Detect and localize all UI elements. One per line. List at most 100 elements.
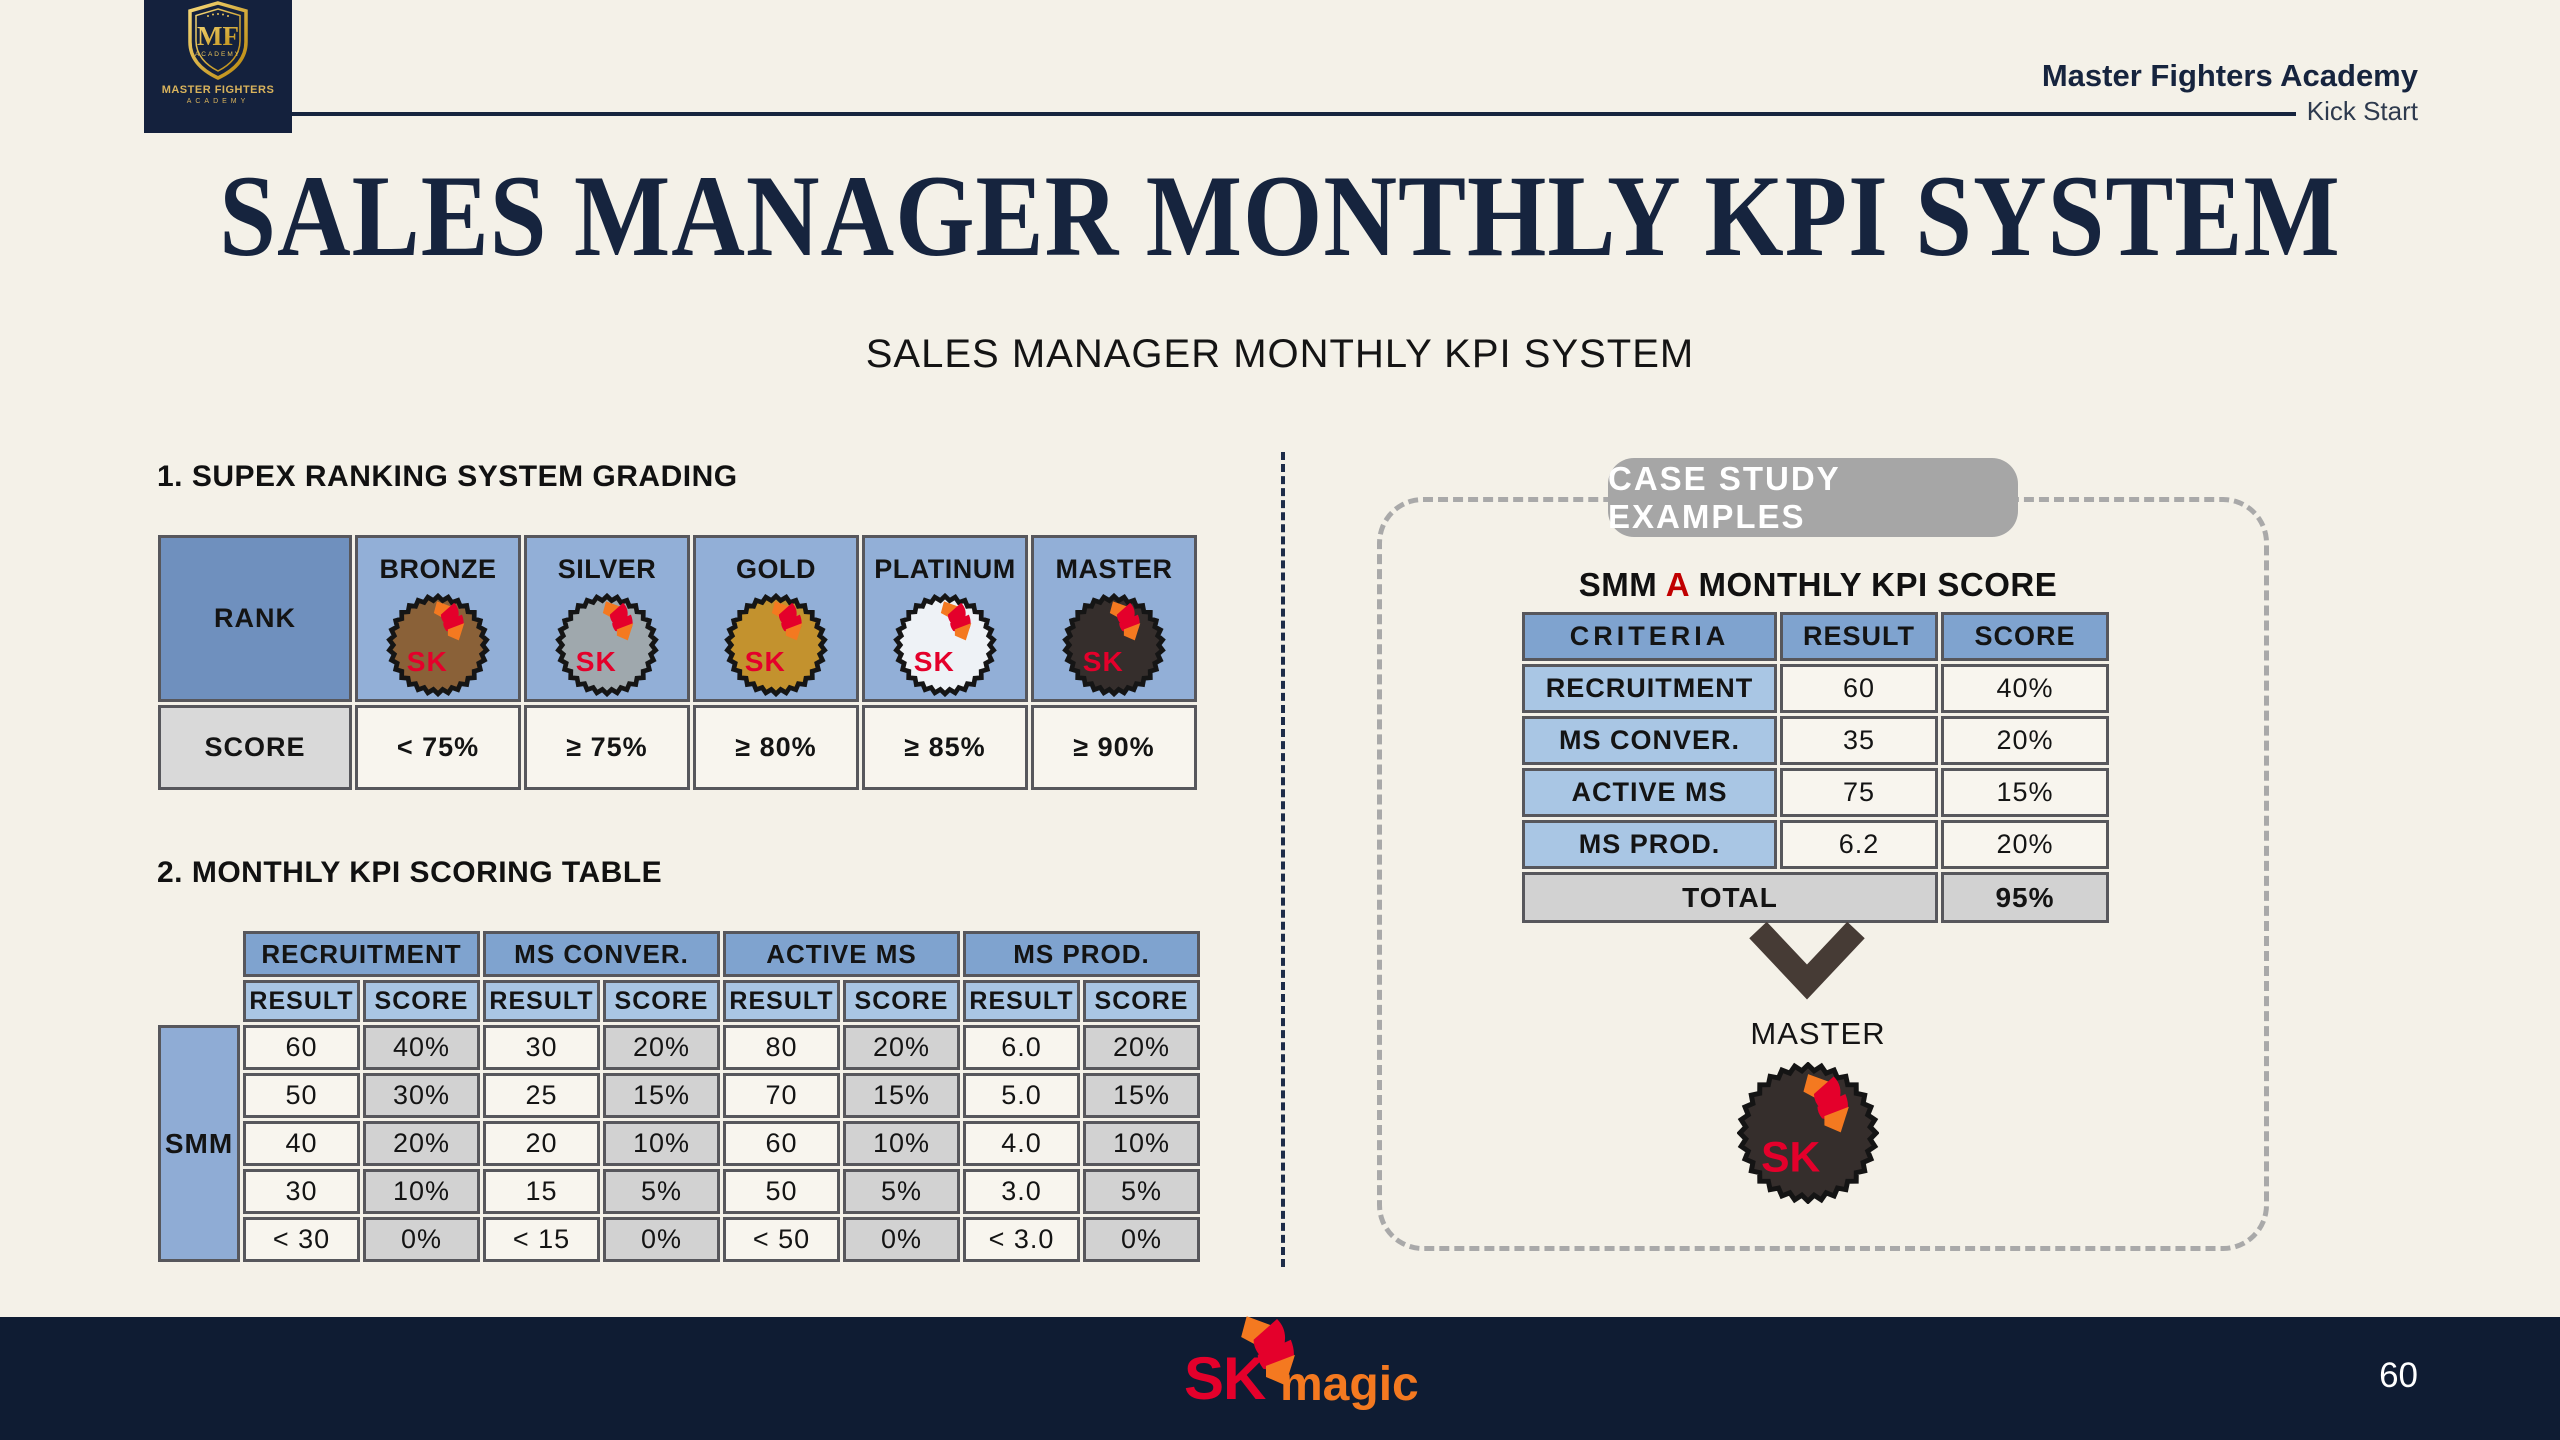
rank-column-silver: SILVER SK: [524, 535, 690, 702]
kpi-cell: 5%: [843, 1169, 960, 1214]
smm-row-label: SMM: [158, 1025, 240, 1262]
kpi-cell: 50: [243, 1073, 360, 1118]
kpi-cell: 30: [243, 1169, 360, 1214]
score-bronze: < 75%: [355, 705, 521, 790]
kpi-cell: 30: [483, 1025, 600, 1070]
case-title-post: MONTHLY KPI SCORE: [1688, 566, 2058, 603]
header-logo: MF ACADEMY MASTER FIGHTERS ACADEMY: [144, 0, 292, 133]
kpi-scoring-table: RECRUITMENT MS CONVER. ACTIVE MS MS PROD…: [158, 931, 1200, 1262]
case-study-table: CRITERIA RESULT SCORE RECRUITMENT 60 40%…: [1522, 612, 2109, 923]
kpi-cell: 30%: [363, 1073, 480, 1118]
svg-text:ACADEMY: ACADEMY: [195, 51, 241, 58]
group-header-active-ms: ACTIVE MS: [723, 931, 960, 977]
score-row-label: SCORE: [158, 705, 352, 790]
kpi-table-spacer: [158, 931, 240, 1022]
case-title-highlight: A: [1665, 566, 1689, 603]
kpi-cell: 15%: [843, 1073, 960, 1118]
logo-name: MASTER FIGHTERS: [161, 84, 275, 96]
kpi-cell: 20%: [843, 1025, 960, 1070]
kpi-cell: < 30: [243, 1217, 360, 1262]
section-divider: [1281, 452, 1285, 1267]
medal-platinum-icon: SK: [893, 593, 997, 697]
svg-text:SK: SK: [914, 646, 955, 677]
case-result: 6.2: [1780, 820, 1938, 869]
subheader-result: RESULT: [723, 980, 840, 1022]
case-score: 20%: [1941, 820, 2109, 869]
score-platinum: ≥ 85%: [862, 705, 1028, 790]
kpi-cell: 20: [483, 1121, 600, 1166]
kpi-cell: 40: [243, 1121, 360, 1166]
case-criteria: ACTIVE MS: [1522, 768, 1777, 817]
kpi-cell: 60: [723, 1121, 840, 1166]
case-score: 20%: [1941, 716, 2109, 765]
case-result: 60: [1780, 664, 1938, 713]
kpi-cell: 20%: [363, 1121, 480, 1166]
svg-text:SK: SK: [1761, 1133, 1820, 1181]
page-number: 60: [2379, 1356, 2418, 1395]
kpi-cell: 6.0: [963, 1025, 1080, 1070]
kpi-cell: < 50: [723, 1217, 840, 1262]
case-study-title: SMM A MONTHLY KPI SCORE: [1377, 566, 2259, 604]
subheader-result: RESULT: [243, 980, 360, 1022]
page-subtitle: SALES MANAGER MONTHLY KPI SYSTEM: [865, 332, 1695, 376]
master-rank-label: MASTER: [1750, 1016, 1886, 1051]
brand-block: Master Fighters Academy Kick Start: [2041, 58, 2418, 127]
kpi-cell: 5%: [1083, 1169, 1200, 1214]
case-header-result: RESULT: [1780, 612, 1938, 661]
kpi-cell: 10%: [1083, 1121, 1200, 1166]
kpi-cell: 5%: [603, 1169, 720, 1214]
case-criteria: MS PROD.: [1522, 820, 1777, 869]
mf-shield-icon: MF ACADEMY: [188, 1, 248, 80]
kpi-cell: 20%: [603, 1025, 720, 1070]
kpi-cell: 50: [723, 1169, 840, 1214]
score-gold: ≥ 80%: [693, 705, 859, 790]
case-title-pre: SMM: [1578, 566, 1666, 603]
medal-silver-icon: SK: [555, 593, 659, 697]
rank-column-bronze: BRONZE SK: [355, 535, 521, 702]
brand-subtitle: Kick Start: [2306, 95, 2418, 126]
subheader-score: SCORE: [603, 980, 720, 1022]
svg-text:SK: SK: [745, 646, 786, 677]
kpi-cell: 10%: [603, 1121, 720, 1166]
case-result: 75: [1780, 768, 1938, 817]
page-title: SALES MANAGER MONTHLY KPI SYSTEM: [219, 152, 2341, 282]
sk-magic-logo: SK magic: [1178, 1316, 1419, 1417]
sk-logo-text: SK: [1184, 1345, 1266, 1412]
svg-text:SK: SK: [407, 646, 448, 677]
group-header-ms-prod: MS PROD.: [963, 931, 1200, 977]
rank-name: BRONZE: [379, 554, 497, 584]
kpi-cell: 0%: [603, 1217, 720, 1262]
svg-text:MF: MF: [197, 21, 239, 51]
magic-logo-text: magic: [1280, 1358, 1419, 1411]
master-badge-icon: SK: [1737, 1062, 1879, 1204]
group-header-ms-conver: MS CONVER.: [483, 931, 720, 977]
case-criteria: RECRUITMENT: [1522, 664, 1777, 713]
subheader-score: SCORE: [363, 980, 480, 1022]
kpi-cell: 15%: [603, 1073, 720, 1118]
kpi-cell: 70: [723, 1073, 840, 1118]
section2-heading: 2. MONTHLY KPI SCORING TABLE: [157, 856, 663, 889]
svg-text:SK: SK: [1083, 646, 1124, 677]
kpi-cell: 0%: [843, 1217, 960, 1262]
kpi-cell: 10%: [363, 1169, 480, 1214]
kpi-cell: 4.0: [963, 1121, 1080, 1166]
section1-heading: 1. SUPEX RANKING SYSTEM GRADING: [157, 460, 738, 493]
kpi-cell: 10%: [843, 1121, 960, 1166]
score-master: ≥ 90%: [1031, 705, 1197, 790]
kpi-cell: 25: [483, 1073, 600, 1118]
kpi-cell: 60: [243, 1025, 360, 1070]
rank-column-gold: GOLD SK: [693, 535, 859, 702]
subheader-result: RESULT: [963, 980, 1080, 1022]
kpi-cell: 20%: [1083, 1025, 1200, 1070]
case-header-criteria: CRITERIA: [1522, 612, 1777, 661]
group-header-recruitment: RECRUITMENT: [243, 931, 480, 977]
subheader-result: RESULT: [483, 980, 600, 1022]
medal-bronze-icon: SK: [386, 593, 490, 697]
brand-title: Master Fighters Academy: [2041, 58, 2418, 93]
kpi-cell: 15%: [1083, 1073, 1200, 1118]
kpi-cell: 40%: [363, 1025, 480, 1070]
kpi-cell: < 15: [483, 1217, 600, 1262]
rank-name: MASTER: [1055, 554, 1173, 584]
score-silver: ≥ 75%: [524, 705, 690, 790]
